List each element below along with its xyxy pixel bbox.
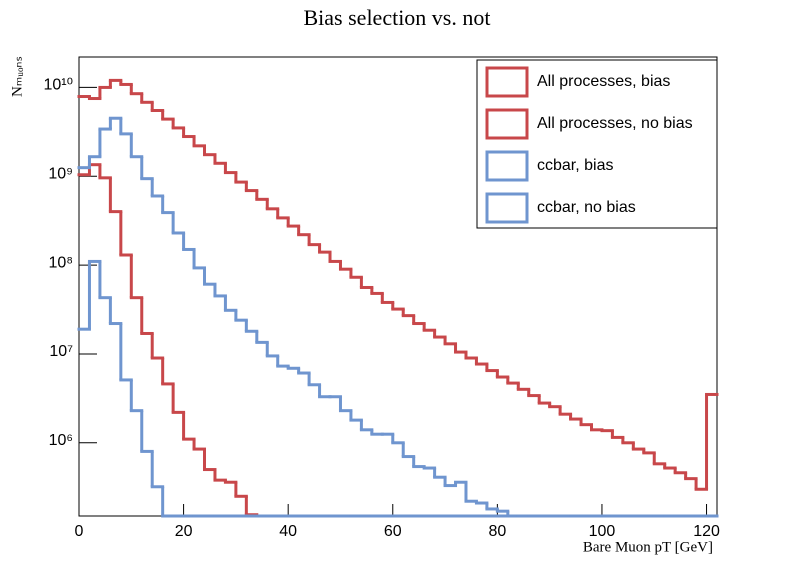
legend-swatch — [485, 150, 529, 182]
y-tick-label: 10⁹ — [48, 165, 73, 182]
chart-title: Bias selection vs. not — [304, 5, 491, 30]
legend-swatch — [485, 66, 529, 98]
legend-swatch — [485, 192, 529, 224]
legend-label: All processes, bias — [537, 73, 670, 90]
y-tick-label: 10⁷ — [49, 343, 73, 360]
y-tick-label: 10⁸ — [48, 254, 73, 271]
y-tick-label: 10¹⁰ — [43, 77, 73, 94]
x-tick-label: 40 — [279, 523, 297, 540]
x-axis-label: Bare Muon pT [GeV] — [583, 539, 713, 555]
y-tick-label: 10⁶ — [49, 432, 73, 449]
legend-label: ccbar, no bias — [537, 199, 636, 216]
legend-box — [476, 59, 718, 229]
x-tick-label: 60 — [384, 523, 402, 540]
x-tick-label: 0 — [75, 523, 84, 540]
x-tick-label: 20 — [175, 523, 193, 540]
x-tick-label: 100 — [589, 523, 616, 540]
y-axis-label: Nₘᵤₒₙₛ — [9, 56, 25, 97]
x-tick-label: 80 — [488, 523, 506, 540]
legend-label: All processes, no bias — [537, 115, 693, 132]
legend-label: ccbar, bias — [537, 157, 613, 174]
x-tick-label: 120 — [693, 523, 720, 540]
legend-swatch — [485, 108, 529, 140]
